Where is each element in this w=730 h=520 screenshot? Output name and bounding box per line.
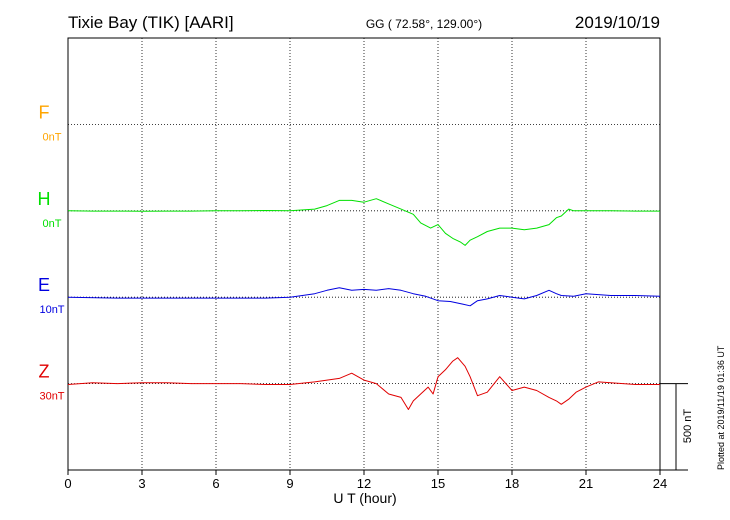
station-coordinates: GG ( 72.58°, 129.00°) (366, 17, 482, 31)
component-label-e: E (38, 275, 50, 295)
x-tick-label: 9 (286, 476, 293, 491)
x-tick-label: 12 (357, 476, 371, 491)
offset-label-e: 10nT (39, 304, 64, 316)
offset-label-f: 0nT (43, 131, 62, 143)
component-label-f: F (39, 102, 50, 122)
trace-e (67, 287, 661, 307)
plotted-timestamp: Plotted at 2019/11/19 01:36 UT (716, 345, 726, 470)
scale-bar-label: 500 nT (682, 409, 694, 444)
plot-date: 2019/10/19 (575, 13, 660, 32)
x-tick-label: 6 (212, 476, 219, 491)
component-label-h: H (38, 189, 51, 209)
offset-label-h: 0nT (43, 218, 62, 230)
x-axis-label: U T (hour) (333, 490, 396, 506)
label-layer: 0 3 6 9 12 15 18 21 24 F 0nT H 0nT E 10nT Z 30nT (38, 102, 668, 491)
x-tick-label: 18 (505, 476, 519, 491)
plot-frame-layer (67, 37, 688, 471)
trace-z (67, 357, 660, 410)
trace-h (67, 198, 660, 246)
station-title: Tixie Bay (TIK) [AARI] (68, 13, 234, 32)
grid-layer (67, 38, 661, 475)
x-tick-label: 3 (138, 476, 145, 491)
x-tick-label: 24 (653, 476, 667, 491)
series-layer (67, 198, 661, 410)
offset-label-z: 30nT (39, 391, 64, 403)
x-tick-label: 0 (64, 476, 71, 491)
x-tick-label: 21 (579, 476, 593, 491)
x-tick-label: 15 (431, 476, 445, 491)
component-label-z: Z (39, 362, 50, 382)
